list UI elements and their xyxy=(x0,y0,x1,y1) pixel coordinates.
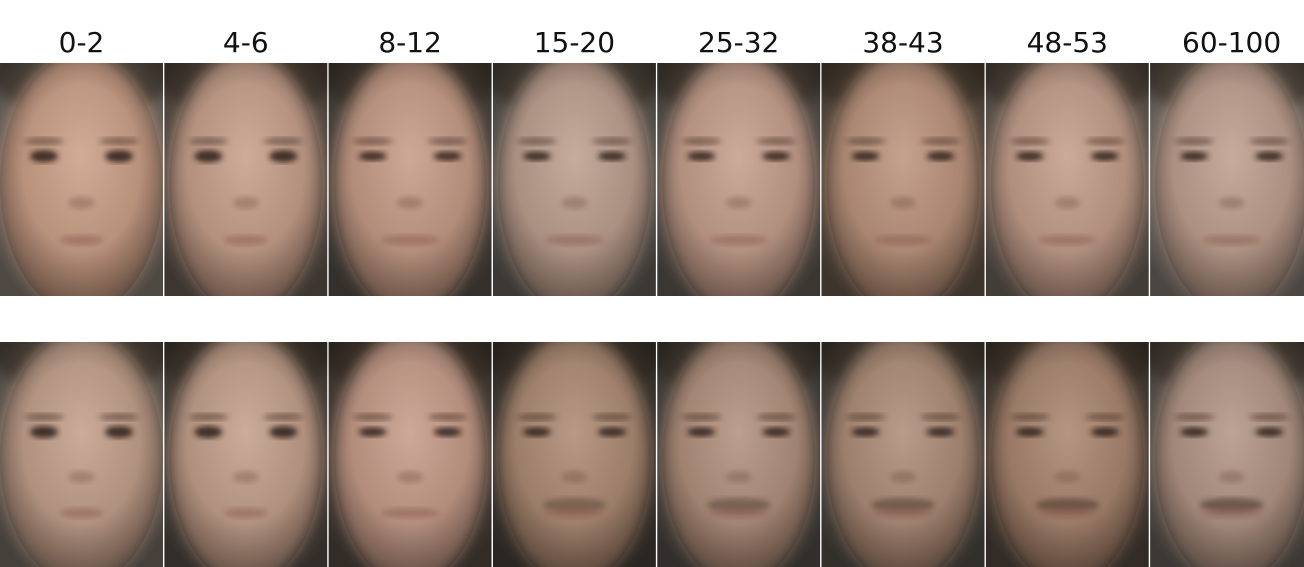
age-group-label: 4-6 xyxy=(223,26,269,59)
age-group-label: 8-12 xyxy=(378,26,442,59)
vignette xyxy=(822,342,985,567)
vignette xyxy=(0,342,163,567)
vignette xyxy=(986,63,1149,296)
vignette xyxy=(657,63,820,296)
vignette xyxy=(493,342,656,567)
vignette xyxy=(164,63,327,296)
age-progression-figure: 0-2 4-6 8-12 15-20 25-32 38-43 48-53 60-100 xyxy=(0,0,1304,567)
vignette xyxy=(329,63,492,296)
face-image xyxy=(0,26,171,314)
age-group-label: 60-100 xyxy=(1182,26,1281,59)
vignette xyxy=(986,342,1149,567)
face-image xyxy=(649,307,828,567)
face-image xyxy=(813,307,992,567)
face-image xyxy=(320,307,499,567)
face-image xyxy=(978,26,1157,314)
face-image xyxy=(320,26,499,314)
face-image xyxy=(485,307,664,567)
vignette xyxy=(164,342,327,567)
face-image xyxy=(156,307,335,567)
age-group-label: 0-2 xyxy=(59,26,105,59)
face-image xyxy=(649,26,828,314)
age-group-label: 25-32 xyxy=(698,26,779,59)
face-image xyxy=(978,307,1157,567)
age-group-label: 48-53 xyxy=(1027,26,1108,59)
vignette xyxy=(822,63,985,296)
vignette xyxy=(0,63,163,296)
face-image xyxy=(1142,26,1304,314)
face-image xyxy=(1142,307,1304,567)
face-image xyxy=(156,26,335,314)
vignette xyxy=(1150,342,1304,567)
vignette xyxy=(493,63,656,296)
face-image xyxy=(813,26,992,314)
age-group-label: 38-43 xyxy=(862,26,943,59)
face-image xyxy=(485,26,664,314)
vignette xyxy=(657,342,820,567)
face-image xyxy=(0,307,171,567)
age-group-label: 15-20 xyxy=(534,26,615,59)
vignette xyxy=(1150,63,1304,296)
vignette xyxy=(329,342,492,567)
